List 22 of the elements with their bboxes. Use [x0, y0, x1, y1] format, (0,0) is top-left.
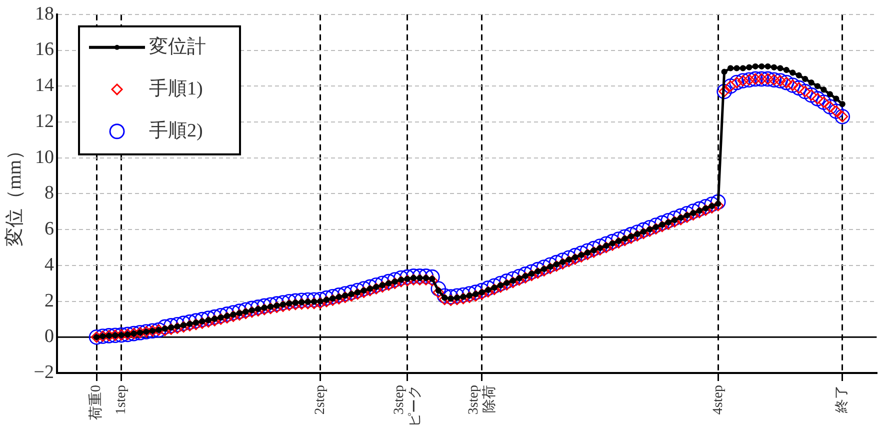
x-tick-label: 終了: [834, 385, 850, 414]
x-tick-label: 1step: [114, 385, 130, 415]
x-tick-label: 3step ピーク: [392, 385, 423, 427]
legend-label: 変位計: [149, 35, 206, 58]
y-tick-label: 4: [44, 254, 55, 276]
legend-label: 手順1): [149, 78, 203, 100]
y-tick-label: 16: [35, 39, 54, 60]
x-tick-label: 2step: [312, 385, 328, 415]
y-tick-label: 10: [35, 146, 54, 168]
x-tick-label: 3step 除荷: [466, 385, 498, 415]
y-tick-label: 18: [35, 3, 54, 24]
legend-label: 手順2): [149, 120, 203, 142]
x-tick-label: 荷重0: [88, 385, 104, 420]
y-tick-label: 8: [44, 182, 54, 204]
y-tick-label: −2: [34, 362, 54, 383]
y-tick-label: 2: [44, 290, 54, 312]
y-tick-label: 6: [44, 218, 54, 240]
y-axis-title: 変位（mm）: [3, 140, 26, 246]
x-tick-label: 4step: [710, 385, 726, 415]
y-tick-label: 12: [35, 110, 54, 132]
y-tick-label: 0: [44, 326, 54, 348]
y-tick-label: 14: [35, 75, 55, 96]
